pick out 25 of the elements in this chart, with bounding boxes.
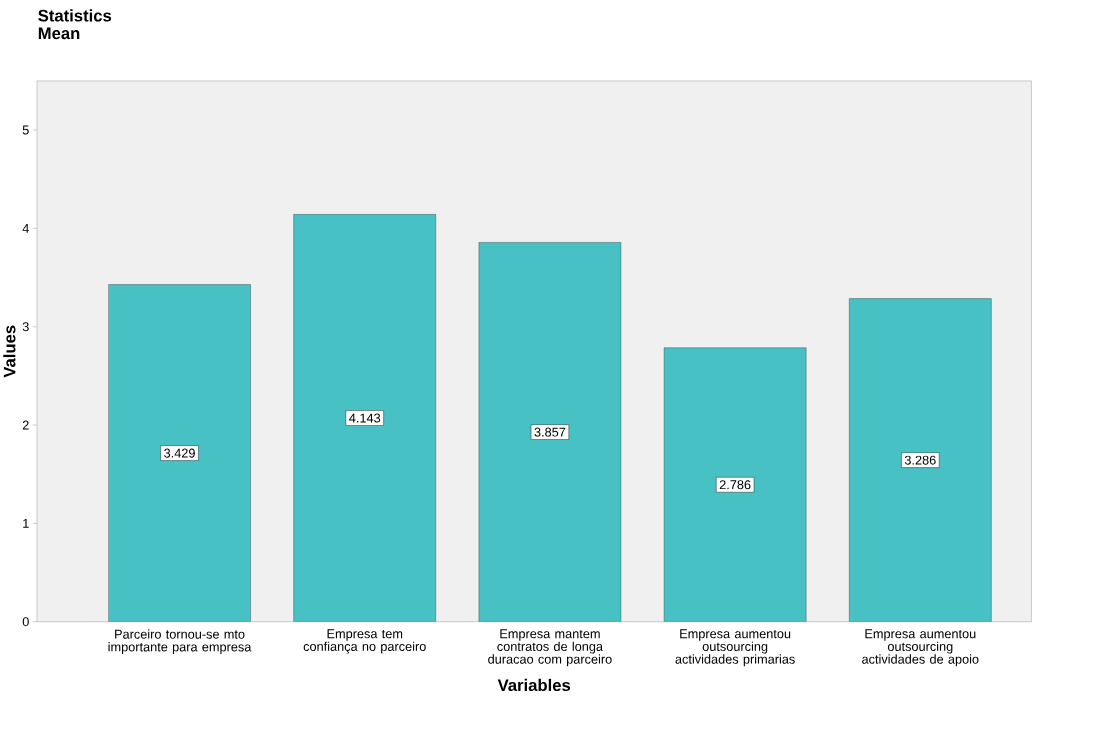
chart-title: Statistics xyxy=(38,9,112,22)
bar xyxy=(293,214,436,622)
y-tick-label: 2 xyxy=(22,420,29,430)
x-tick-label: Empresa aumentou outsourcing actividades de apoio xyxy=(862,629,979,667)
y-tick-label: 1 xyxy=(23,519,29,528)
data-label: 4.143 xyxy=(349,413,381,423)
chart-subtitle: Mean xyxy=(38,27,80,40)
data-label: 3.429 xyxy=(164,448,195,458)
bar xyxy=(478,242,622,622)
x-tick-label: Empresa mantem contratos de longa duracao com parceiro xyxy=(488,629,612,667)
bar xyxy=(849,298,992,622)
x-tick-label: Empresa aumentou outsourcing actividades primarias xyxy=(675,629,795,667)
y-axis-title: Values xyxy=(3,325,16,378)
data-label: 3.286 xyxy=(904,455,936,465)
bar xyxy=(108,284,251,622)
x-axis-title: Variables xyxy=(497,679,571,692)
data-label: 3.857 xyxy=(534,427,566,437)
bar xyxy=(663,347,807,622)
y-tick-label: 0 xyxy=(22,617,29,627)
y-tick-label: 3 xyxy=(22,322,29,332)
x-tick-label: Empresa tem confiança no parceiro xyxy=(303,629,426,654)
y-tick-label: 5 xyxy=(22,125,29,135)
data-label: 2.786 xyxy=(719,480,751,490)
x-tick-label: Parceiro tornou-se mto importante para empresa xyxy=(108,629,252,655)
y-tick-label: 4 xyxy=(22,224,29,233)
